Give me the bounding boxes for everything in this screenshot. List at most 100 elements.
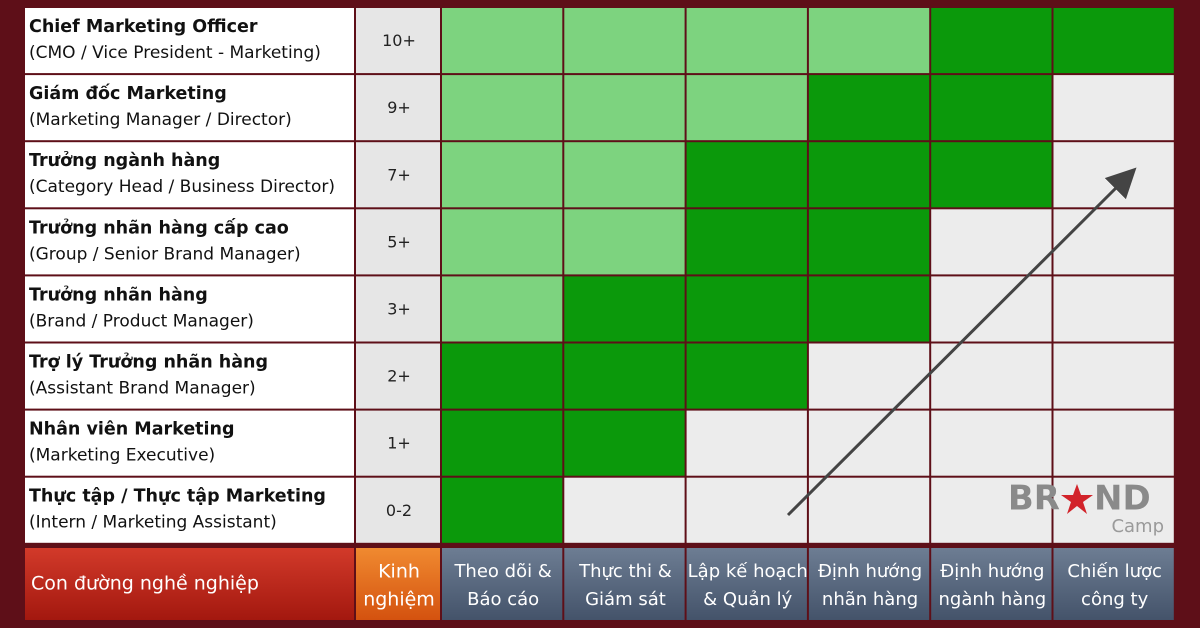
role-title: Giám đốc Marketing	[29, 83, 227, 104]
role-title: Trợ lý Trưởng nhãn hàng	[29, 353, 268, 373]
experience: 3+	[387, 299, 411, 318]
footer-experience	[356, 548, 440, 620]
level-cell	[442, 209, 563, 275]
level-cell	[686, 209, 807, 275]
level-cell	[1053, 142, 1174, 208]
level-cell	[442, 8, 563, 74]
role-cell	[25, 142, 354, 208]
role-cell	[25, 477, 354, 543]
footer-column-label: Giám sát	[585, 589, 666, 610]
level-cell	[564, 209, 685, 275]
role-subtitle: (Assistant Brand Manager)	[29, 379, 256, 399]
experience-cell	[356, 8, 440, 74]
experience-cell	[356, 276, 440, 342]
role-title: Nhân viên Marketing	[29, 420, 235, 440]
footer-column	[1053, 548, 1174, 620]
experience-cell	[356, 142, 440, 208]
level-cell	[931, 477, 1052, 543]
footer-column-label: Báo cáo	[467, 589, 539, 610]
footer-column	[931, 548, 1052, 620]
footer-column-label: Theo dõi &	[453, 561, 551, 582]
experience: 9+	[387, 98, 411, 117]
footer-column-label: công ty	[1081, 589, 1149, 610]
level-cell	[1053, 343, 1174, 409]
footer-path-label: Con đường nghề nghiệp	[31, 573, 259, 595]
level-cell	[686, 276, 807, 342]
footer-experience-label: nghiệm	[363, 589, 435, 611]
level-cell	[808, 142, 930, 208]
footer-column	[564, 548, 685, 620]
level-cell	[686, 142, 807, 208]
level-cell	[442, 410, 563, 476]
level-cell	[931, 142, 1052, 208]
footer-column	[686, 548, 807, 620]
level-cell	[808, 209, 930, 275]
footer-column-label: nhãn hàng	[822, 589, 918, 610]
level-cell	[1053, 209, 1174, 275]
role-subtitle: (Category Head / Business Director)	[29, 177, 335, 197]
experience: 1+	[387, 434, 411, 453]
footer-path	[25, 548, 354, 620]
footer-experience-label: Kinh	[378, 561, 420, 583]
footer-column-label: Chiến lược	[1067, 561, 1162, 582]
level-cell	[931, 276, 1052, 342]
logo-star	[1061, 484, 1093, 514]
footer-column-label: ngành hàng	[939, 589, 1047, 610]
experience-cell	[356, 75, 440, 141]
level-cell	[564, 8, 685, 74]
level-cell	[808, 410, 930, 476]
footer-column-label: & Quản lý	[703, 589, 792, 610]
level-cell	[808, 276, 930, 342]
level-cell	[442, 477, 563, 543]
footer-column	[808, 548, 930, 620]
level-cell	[931, 75, 1052, 141]
level-cell	[564, 343, 685, 409]
trend-arrow	[786, 167, 1137, 517]
role-cell	[25, 276, 354, 342]
role-title: Trưởng nhãn hàng cấp cao	[29, 217, 289, 238]
level-cell	[442, 343, 563, 409]
experience-cell	[356, 477, 440, 543]
role-subtitle: (Marketing Executive)	[29, 446, 215, 466]
role-subtitle: (Group / Senior Brand Manager)	[29, 244, 301, 264]
level-cell	[808, 477, 930, 543]
experience-cell	[356, 343, 440, 409]
role-subtitle: (Brand / Product Manager)	[29, 311, 254, 331]
level-cell	[931, 8, 1052, 74]
level-cell	[686, 410, 807, 476]
level-cell	[564, 142, 685, 208]
footer-column-label: Định hướng	[940, 561, 1044, 582]
footer-column	[442, 548, 563, 620]
experience-cell	[356, 209, 440, 275]
experience: 2+	[387, 367, 411, 386]
logo-sub: Camp	[1111, 516, 1164, 537]
level-cell	[808, 75, 930, 141]
experience: 5+	[387, 232, 411, 251]
experience-cell	[356, 410, 440, 476]
level-cell	[931, 209, 1052, 275]
experience: 7+	[387, 165, 411, 184]
role-cell	[25, 75, 354, 141]
role-cell	[25, 209, 354, 275]
role-title: Thực tập / Thực tập Marketing	[29, 487, 326, 507]
role-title: Chief Marketing Officer	[29, 17, 258, 37]
level-cell	[1053, 8, 1174, 74]
role-subtitle: (Marketing Manager / Director)	[29, 110, 292, 130]
level-cell	[564, 75, 685, 141]
level-cell	[1053, 75, 1174, 141]
level-cell	[931, 343, 1052, 409]
logo-right: ND	[1094, 479, 1151, 519]
level-cell	[808, 8, 930, 74]
footer-column-label: Thực thi &	[578, 561, 672, 582]
role-cell	[25, 343, 354, 409]
level-cell	[931, 410, 1052, 476]
level-cell	[686, 477, 807, 543]
logo-left: BR	[1008, 479, 1060, 519]
footer-column-label: Lập kế hoạch	[688, 561, 808, 582]
level-cell	[1053, 477, 1174, 543]
role-subtitle: (CMO / Vice President - Marketing)	[29, 43, 321, 63]
level-cell	[564, 276, 685, 342]
level-cell	[808, 343, 930, 409]
